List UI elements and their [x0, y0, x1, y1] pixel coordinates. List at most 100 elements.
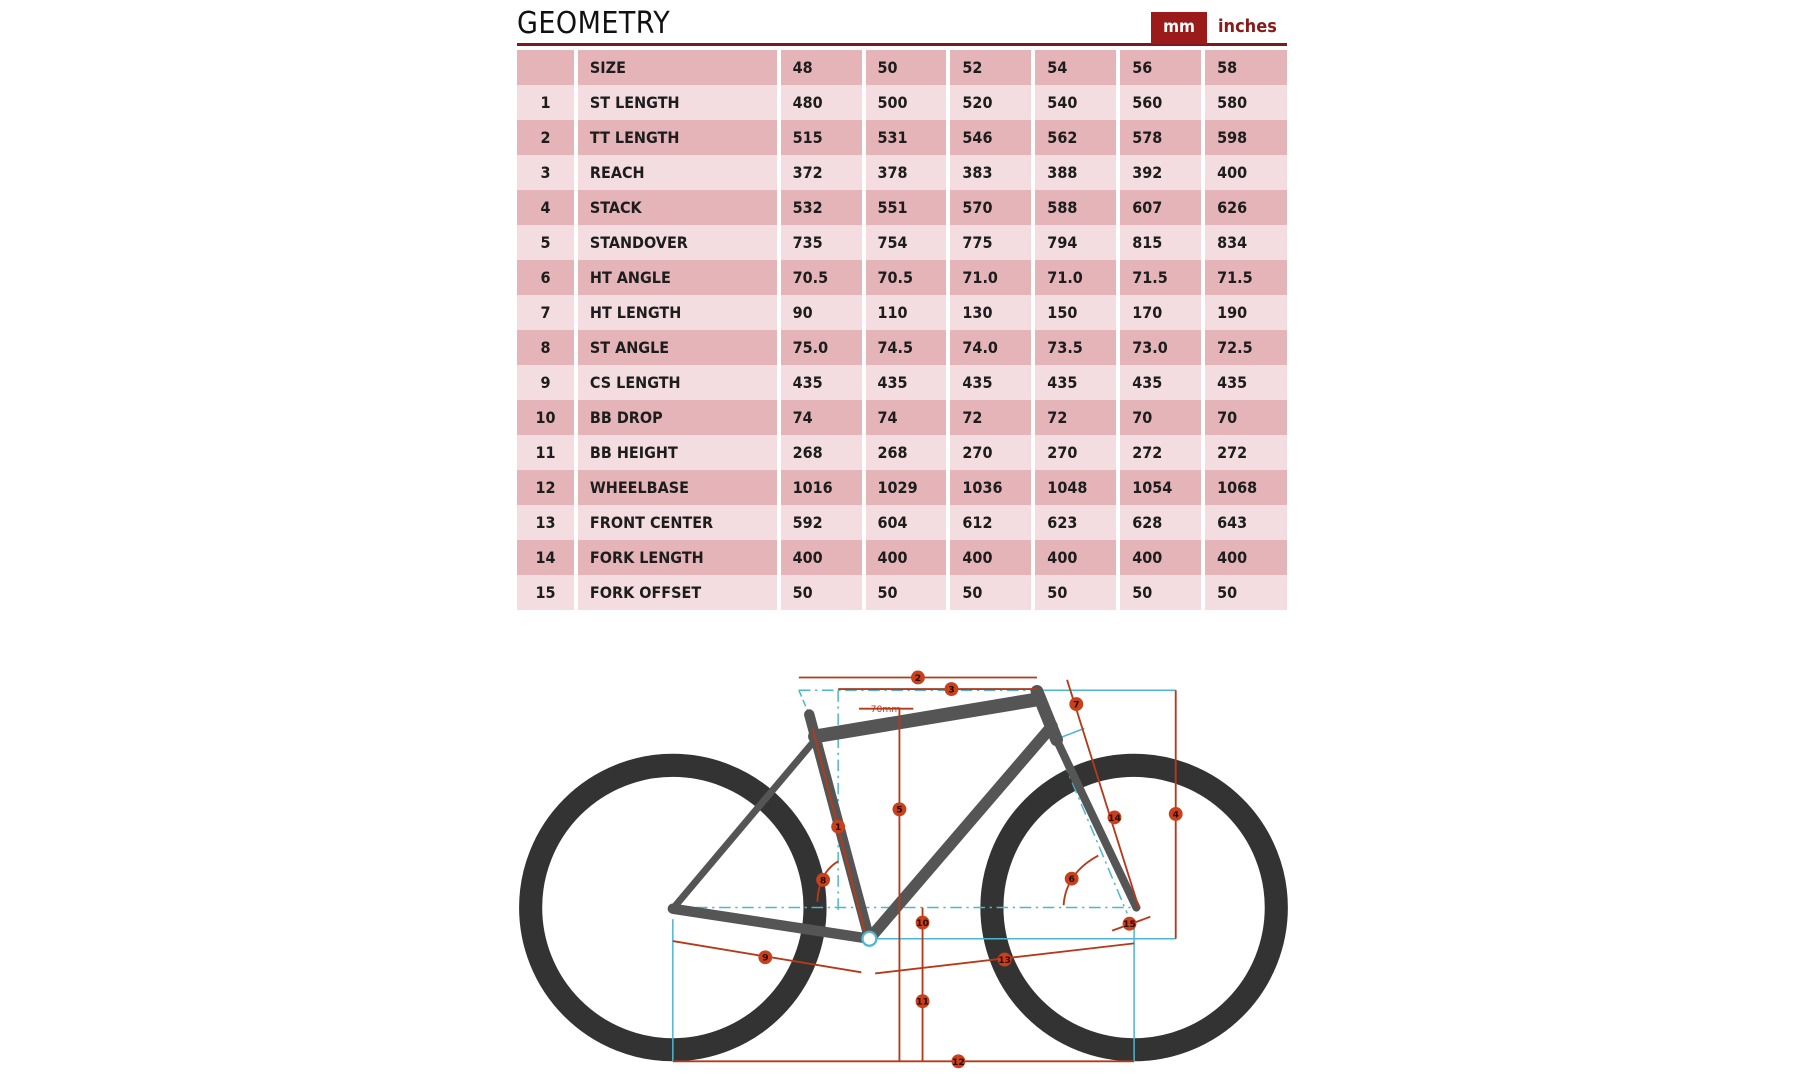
row-index: 10	[517, 400, 574, 435]
cell-value: 70.5	[865, 260, 947, 295]
dimension-lines	[672, 676, 1177, 1063]
marker-11: 11	[915, 994, 930, 1009]
row-index: 3	[517, 155, 574, 190]
cell-value: 1068	[1205, 470, 1287, 505]
marker-14: 14	[1107, 810, 1122, 825]
cell-value: 435	[950, 365, 1032, 400]
cell-value: 54	[1035, 50, 1117, 85]
marker-1: 1	[831, 819, 846, 834]
cell-value: 268	[865, 435, 947, 470]
cell-value: 72	[950, 400, 1032, 435]
cell-value: 626	[1205, 190, 1287, 225]
marker-8: 8	[816, 872, 831, 887]
row-index: 13	[517, 505, 574, 540]
row-index: 12	[517, 470, 574, 505]
cell-value: 70.5	[780, 260, 862, 295]
unit-toggle-inches[interactable]: inches	[1218, 16, 1277, 37]
page-title: GEOMETRY	[517, 6, 671, 41]
cell-value: 268	[780, 435, 862, 470]
row-index: 2	[517, 120, 574, 155]
table-row: 7 HT LENGTH 90 110 130 150 170 190	[517, 295, 1287, 330]
geometry-table: SIZE 48 50 52 54 56 58 1 ST LENGTH 480 500 520 540 56…	[517, 50, 1287, 610]
cell-value: 815	[1120, 225, 1202, 260]
cell-value: 170	[1120, 295, 1202, 330]
table-row: 2 TT LENGTH 515 531 546 562 578 598	[517, 120, 1287, 155]
svg-text:11: 11	[916, 997, 929, 1008]
row-label: STACK	[577, 190, 777, 225]
marker-2: 2	[910, 670, 925, 685]
row-label: REACH	[577, 155, 777, 190]
cell-value: 532	[780, 190, 862, 225]
row-label: HT ANGLE	[577, 260, 777, 295]
title-divider	[517, 43, 1287, 46]
cell-value: 515	[780, 120, 862, 155]
cell-value: 270	[1035, 435, 1117, 470]
table-row: 14 FORK LENGTH 400 400 400 400 400 400	[517, 540, 1287, 575]
table-row: 5 STANDOVER 735 754 775 794 815 834	[517, 225, 1287, 260]
cell-value: 150	[1035, 295, 1117, 330]
cell-value: 56	[1120, 50, 1202, 85]
svg-text:13: 13	[998, 955, 1011, 966]
cell-value: 388	[1035, 155, 1117, 190]
cell-value: 400	[865, 540, 947, 575]
table-row: 9 CS LENGTH 435 435 435 435 435 435	[517, 365, 1287, 400]
cell-value: 383	[950, 155, 1032, 190]
row-index: 5	[517, 225, 574, 260]
table-row: 8 ST ANGLE 75.0 74.5 74.0 73.5 73.0 72.5	[517, 330, 1287, 365]
cell-value: 372	[780, 155, 862, 190]
row-index: 14	[517, 540, 574, 575]
svg-text:7: 7	[1073, 700, 1079, 711]
cell-value: 578	[1120, 120, 1202, 155]
cell-value: 392	[1120, 155, 1202, 190]
cell-value: 71.5	[1205, 260, 1287, 295]
svg-text:15: 15	[1123, 919, 1136, 930]
cell-value: 50	[1205, 575, 1287, 610]
marker-6: 6	[1064, 871, 1079, 886]
row-label: SIZE	[577, 50, 777, 85]
cell-value: 592	[780, 505, 862, 540]
cell-value: 1029	[865, 470, 947, 505]
cell-value: 500	[865, 85, 947, 120]
row-index: 8	[517, 330, 574, 365]
marker-3: 3	[944, 682, 959, 696]
row-label: BB DROP	[577, 400, 777, 435]
cell-value: 612	[950, 505, 1032, 540]
cell-value: 400	[1205, 540, 1287, 575]
row-label: HT LENGTH	[577, 295, 777, 330]
cell-value: 643	[1205, 505, 1287, 540]
cell-value: 50	[1035, 575, 1117, 610]
cell-value: 75.0	[780, 330, 862, 365]
row-label: BB HEIGHT	[577, 435, 777, 470]
cell-value: 110	[865, 295, 947, 330]
marker-5: 5	[892, 802, 907, 817]
table-row: 11 BB HEIGHT 268 268 270 270 272 272	[517, 435, 1287, 470]
cell-value: 72	[1035, 400, 1117, 435]
cell-value: 72.5	[1205, 330, 1287, 365]
cell-value: 560	[1120, 85, 1202, 120]
table-row: 3 REACH 372 378 383 388 392 400	[517, 155, 1287, 190]
cell-value: 588	[1035, 190, 1117, 225]
unit-toggle-mm[interactable]: mm	[1151, 12, 1207, 44]
table-row: 6 HT ANGLE 70.5 70.5 71.0 71.0 71.5 71.5	[517, 260, 1287, 295]
table-row: 15 FORK OFFSET 50 50 50 50 50 50	[517, 575, 1287, 610]
cell-value: 50	[1120, 575, 1202, 610]
svg-text:14: 14	[1108, 813, 1121, 824]
cell-value: 73.5	[1035, 330, 1117, 365]
cell-value: 272	[1205, 435, 1287, 470]
cell-value: 540	[1035, 85, 1117, 120]
svg-text:4: 4	[1173, 809, 1179, 820]
marker-13: 13	[997, 952, 1012, 967]
svg-text:9: 9	[762, 953, 768, 964]
row-index: 7	[517, 295, 574, 330]
row-label: ST ANGLE	[577, 330, 777, 365]
svg-text:12: 12	[952, 1057, 965, 1068]
cell-value: 435	[1035, 365, 1117, 400]
row-index	[517, 50, 574, 85]
cell-value: 378	[865, 155, 947, 190]
cell-value: 74.0	[950, 330, 1032, 365]
cell-value: 50	[950, 575, 1032, 610]
cell-value: 50	[865, 575, 947, 610]
cell-value: 58	[1205, 50, 1287, 85]
